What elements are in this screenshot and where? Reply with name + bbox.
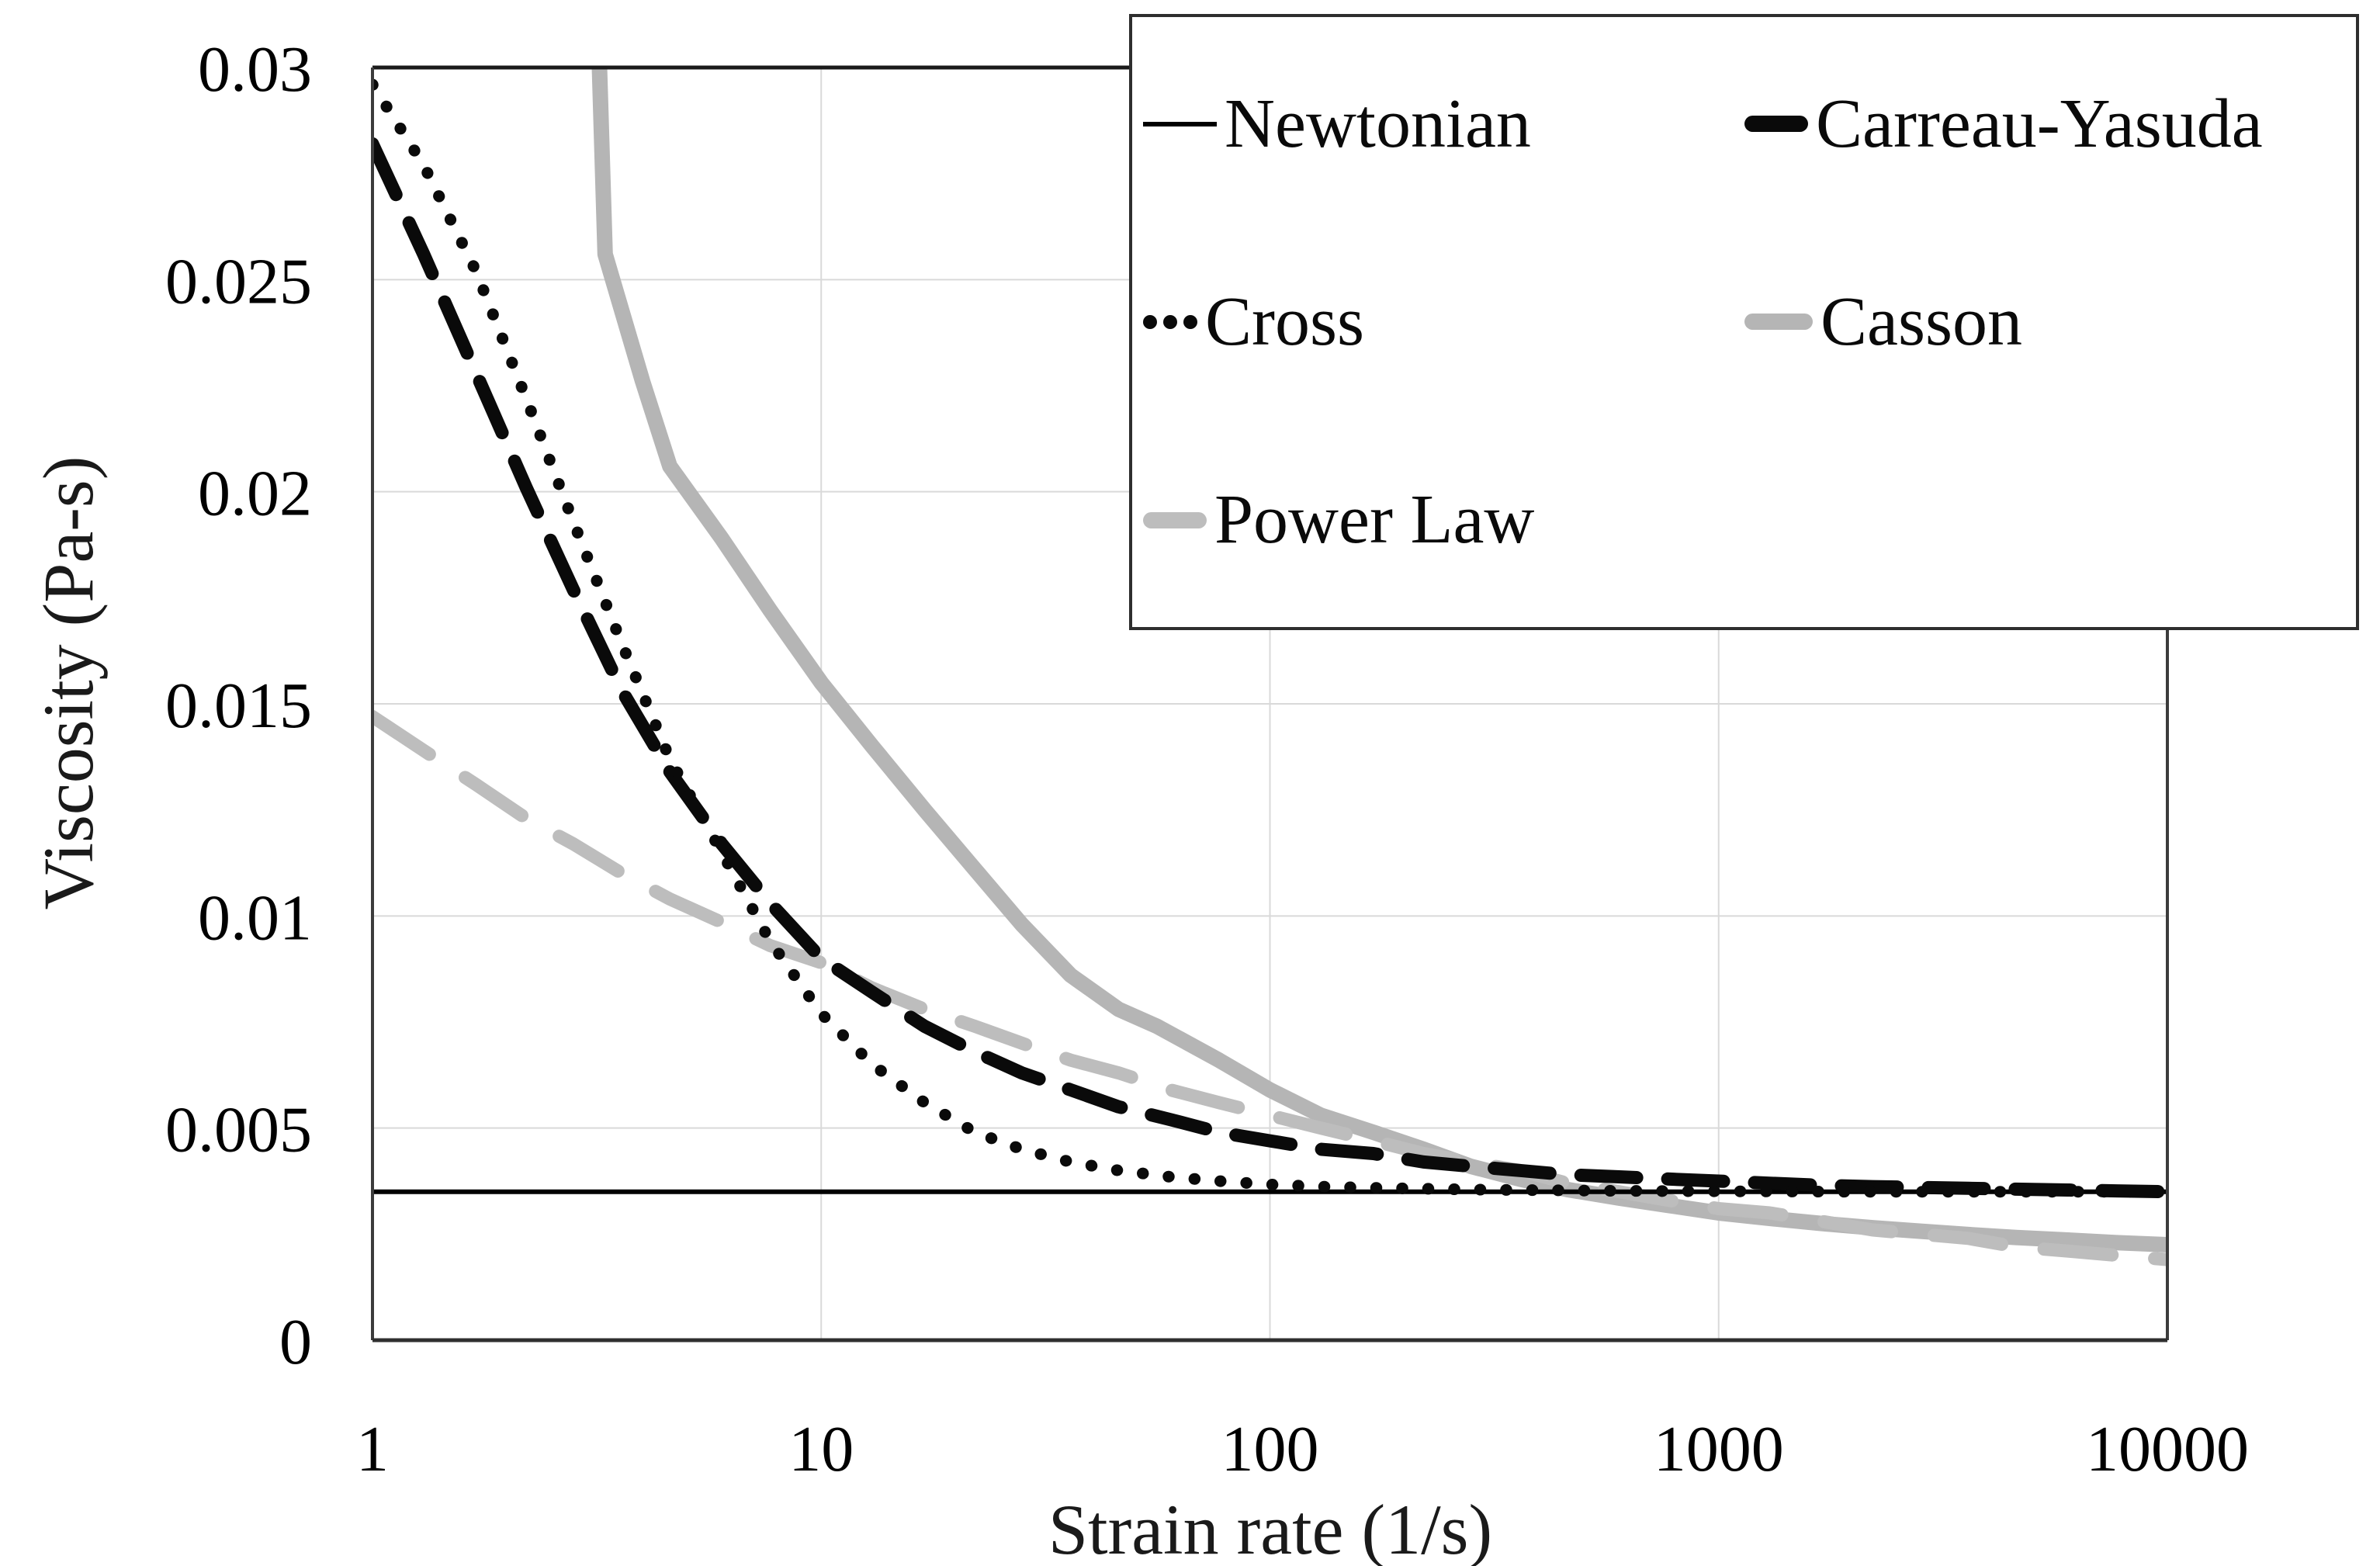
y-tick-label: 0.02 [198, 458, 312, 530]
x-tick-label: 1 [356, 1413, 389, 1485]
legend-label-newtonian: Newtonian [1225, 85, 1531, 162]
x-tick-label: 100 [1221, 1413, 1319, 1485]
casson-line-sample-icon [1744, 314, 1813, 331]
series-line-cross [372, 78, 2167, 1198]
legend-label-cross: Cross [1205, 282, 1365, 360]
legend-label-casson: Casson [1821, 282, 2023, 360]
y-tick-label: 0.005 [165, 1094, 312, 1166]
legend-item-newtonian: Newtonian [1143, 85, 1744, 162]
y-tick-label: 0.025 [165, 245, 312, 317]
legend-label-power-law: Power Law [1214, 481, 1535, 559]
legend-item-carreau-yasuda: Carreau-Yasuda [1744, 85, 2348, 162]
legend-item-power-law: Power Law [1143, 485, 1744, 555]
carreau-yasuda-line-sample-icon [1744, 116, 1808, 133]
y-axis-title: Viscosity (Pa-s) [29, 456, 108, 910]
power-law-line-sample-icon [1143, 511, 1207, 528]
x-tick-label: 1000 [1654, 1413, 1784, 1485]
y-tick-label: 0.01 [198, 882, 312, 954]
x-axis-title: Strain rate (1/s) [1048, 1490, 1493, 1566]
newtonian-line-sample-icon [1143, 121, 1217, 126]
x-tick-label: 10 [788, 1413, 854, 1485]
cross-line-sample-icon [1143, 314, 1197, 329]
x-tick-label: 10000 [2086, 1413, 2249, 1485]
legend-label-carreau-yasuda: Carreau-Yasuda [1816, 85, 2263, 162]
y-tick-label: 0.015 [165, 670, 312, 742]
y-tick-label: 0 [279, 1306, 312, 1378]
series-line-power-law [372, 709, 2167, 1266]
legend-item-casson: Casson [1744, 282, 2348, 360]
y-tick-label: 0.03 [198, 33, 312, 106]
legend: Newtonian Carreau-Yasuda Cross Casson Po… [1129, 14, 2359, 630]
legend-item-cross: Cross [1143, 282, 1744, 360]
